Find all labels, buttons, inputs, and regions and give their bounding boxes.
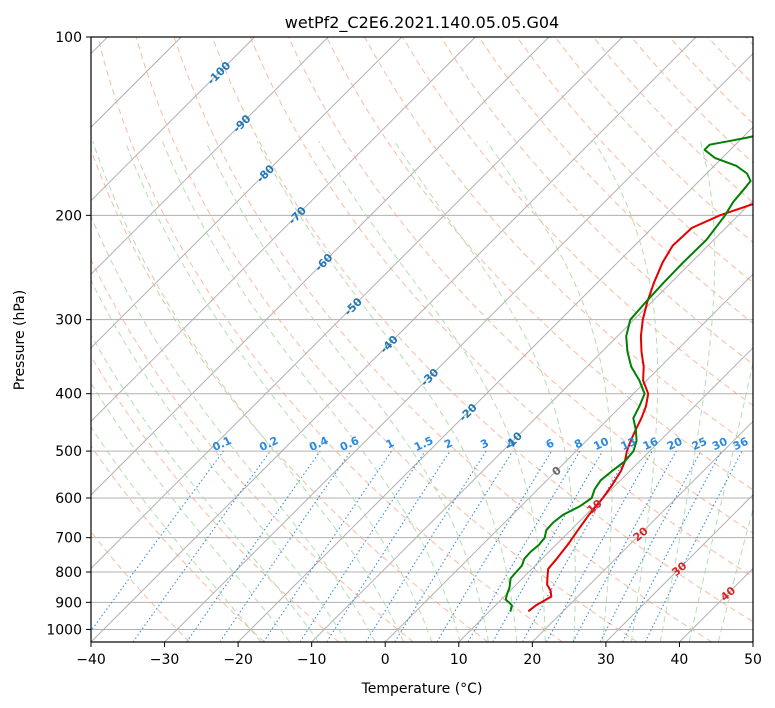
moist-adiabat-line [92, 141, 405, 642]
y-tick-label: 900 [55, 595, 82, 611]
isotherm-line [91, 37, 403, 349]
y-axis-label: Pressure (hPa) [12, 290, 28, 390]
moist-adiabat-line [91, 333, 319, 642]
mixing-ratio-label: 25 [690, 435, 709, 453]
dry-adiabat-line [287, 37, 753, 534]
x-tick-label: −40 [76, 652, 106, 668]
mixing-ratio-line [186, 450, 321, 642]
mixing-ratio-label: 36 [731, 435, 751, 453]
mixing-ratio-line [572, 450, 677, 642]
isotherm-line [458, 347, 753, 642]
isotherm-line [91, 37, 476, 423]
moist-adiabat-line [91, 382, 291, 642]
mixing-ratio-line [644, 450, 743, 642]
x-tick-label: 10 [450, 652, 468, 668]
isotherm-line [91, 37, 550, 496]
moist-adiabat-line [717, 507, 753, 642]
x-axis-label: Temperature (°C) [361, 681, 483, 697]
isotherm-line [91, 37, 623, 570]
isotherm-line [91, 37, 329, 275]
dry-adiabat-line [173, 37, 713, 642]
mixing-ratio-label: 16 [641, 435, 661, 453]
dry-adiabat-line [211, 37, 753, 623]
moist-adiabat-line [688, 360, 753, 642]
moist-adiabat-line [161, 141, 461, 642]
mixing-ratio-line [394, 450, 514, 642]
moist-adiabat-line [318, 141, 546, 642]
x-tick-label: −20 [223, 652, 253, 668]
x-axis-ticks: −40 −30 −20 −10 0 10 20 30 40 50 [76, 642, 762, 668]
dewpoint-profile-line [504, 135, 753, 612]
y-tick-label: 700 [55, 531, 82, 547]
mixing-ratio-label: 20 [665, 435, 685, 453]
mixing-ratio-line [546, 450, 653, 642]
isotherm-line [91, 37, 256, 202]
moist-adiabat-line [91, 426, 262, 642]
dry-adiabat-line [326, 37, 753, 491]
x-tick-label: −30 [150, 652, 180, 668]
plot-frame [90, 36, 754, 643]
isotherm-line [531, 420, 753, 642]
x-tick-label: 50 [744, 652, 762, 668]
mixing-ratio-label: 30 [710, 435, 730, 453]
x-tick-label: 40 [671, 652, 689, 668]
mixing-ratio-line [263, 450, 392, 642]
moist-adiabat-line [256, 141, 518, 642]
isotherm-line [384, 273, 753, 642]
dry-adiabat-line [91, 258, 414, 642]
y-tick-label: 200 [55, 208, 82, 224]
y-tick-label: 800 [55, 565, 82, 581]
moist-adiabat-line [205, 141, 489, 642]
x-tick-label: 30 [597, 652, 615, 668]
dry-adiabat-line [91, 355, 340, 642]
x-tick-label: 0 [381, 652, 390, 668]
chart-title: wetPf2_C2E6.2021.140.05.05.G04 [285, 13, 559, 33]
profile-lines [504, 135, 753, 612]
mixing-ratio-label: 13 [619, 435, 638, 453]
dry-adiabat-line [91, 445, 265, 642]
dry-adiabat-line [249, 37, 753, 578]
moist-adiabat-line [486, 141, 613, 642]
x-tick-label: −10 [297, 652, 327, 668]
mixing-ratio-line [91, 450, 224, 632]
temperature-profile-line [528, 203, 753, 612]
x-tick-label: 20 [523, 652, 541, 668]
mixing-ratio-line [326, 450, 451, 642]
y-axis-ticks: 1000 900 800 700 600 500 400 300 200 100 [46, 30, 91, 638]
mixing-ratio-label: 10 [592, 435, 612, 453]
isotherm-line [605, 494, 753, 642]
moist-adiabat-line [124, 141, 433, 642]
y-tick-label: 400 [55, 387, 82, 403]
moist-adiabat-line [659, 141, 716, 642]
mixing-ratio-line [132, 450, 271, 642]
y-tick-label: 300 [55, 313, 82, 329]
isotherm-line [91, 37, 697, 642]
mixing-ratio-line [299, 450, 426, 642]
moist-adiabat-line [91, 279, 348, 642]
isotherm-line [164, 52, 753, 642]
y-tick-label: 1000 [46, 622, 82, 638]
y-tick-label: 100 [55, 30, 82, 46]
mixing-ratio-line [219, 450, 352, 642]
moist-adiabat-line [393, 141, 576, 642]
y-tick-label: 500 [55, 444, 82, 460]
y-tick-label: 600 [55, 491, 82, 507]
moist-adiabat-line [593, 141, 659, 642]
